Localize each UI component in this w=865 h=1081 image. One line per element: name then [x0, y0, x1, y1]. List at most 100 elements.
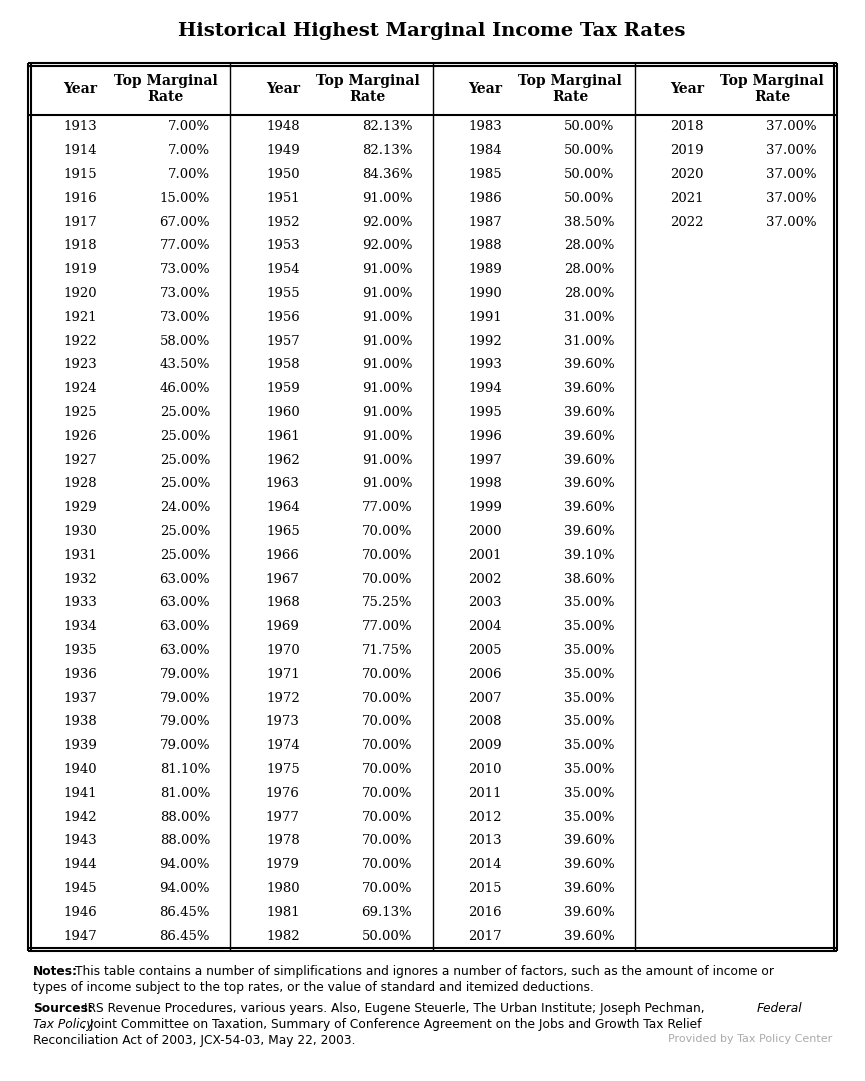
Text: 1953: 1953 [266, 239, 299, 252]
Text: 79.00%: 79.00% [159, 716, 210, 729]
Text: 1942: 1942 [64, 811, 98, 824]
Text: 1948: 1948 [266, 120, 299, 133]
Text: 1961: 1961 [266, 430, 299, 443]
Text: 1966: 1966 [266, 549, 300, 562]
Text: 1995: 1995 [468, 406, 502, 419]
Text: 2018: 2018 [670, 120, 704, 133]
Text: 88.00%: 88.00% [160, 811, 210, 824]
Text: 46.00%: 46.00% [159, 383, 210, 396]
Text: 1967: 1967 [266, 573, 300, 586]
Text: 2015: 2015 [468, 882, 502, 895]
Text: Year: Year [64, 82, 98, 96]
Text: Year: Year [468, 82, 502, 96]
Text: 2011: 2011 [468, 787, 502, 800]
Text: 35.00%: 35.00% [564, 597, 614, 610]
Text: 70.00%: 70.00% [362, 716, 413, 729]
Text: 82.13%: 82.13% [362, 144, 413, 157]
Text: 39.60%: 39.60% [564, 502, 614, 515]
Text: 1944: 1944 [64, 858, 98, 871]
Text: 15.00%: 15.00% [160, 191, 210, 204]
Text: 2019: 2019 [670, 144, 704, 157]
Text: 2004: 2004 [468, 620, 502, 633]
Text: 86.45%: 86.45% [159, 930, 210, 943]
Text: 2006: 2006 [468, 668, 502, 681]
Text: 2016: 2016 [468, 906, 502, 919]
Text: 1997: 1997 [468, 454, 502, 467]
Text: 70.00%: 70.00% [362, 525, 413, 538]
Text: 1940: 1940 [64, 763, 98, 776]
Text: 1929: 1929 [64, 502, 98, 515]
Text: 1969: 1969 [266, 620, 300, 633]
Text: 35.00%: 35.00% [564, 668, 614, 681]
Text: 1996: 1996 [468, 430, 502, 443]
Text: 1977: 1977 [266, 811, 300, 824]
Text: 1935: 1935 [64, 644, 98, 657]
Text: 2002: 2002 [468, 573, 502, 586]
Text: 1971: 1971 [266, 668, 299, 681]
Text: 1982: 1982 [266, 930, 299, 943]
Text: 70.00%: 70.00% [362, 835, 413, 848]
Text: 1941: 1941 [64, 787, 98, 800]
Text: 1947: 1947 [64, 930, 98, 943]
Text: 70.00%: 70.00% [362, 739, 413, 752]
Text: 43.50%: 43.50% [159, 359, 210, 372]
Text: 1963: 1963 [266, 478, 300, 491]
Text: 39.60%: 39.60% [564, 525, 614, 538]
Text: 71.75%: 71.75% [362, 644, 413, 657]
Text: 28.00%: 28.00% [564, 239, 614, 252]
Text: 24.00%: 24.00% [160, 502, 210, 515]
Text: 86.45%: 86.45% [159, 906, 210, 919]
Text: 39.60%: 39.60% [564, 454, 614, 467]
Text: 2000: 2000 [468, 525, 502, 538]
Text: 1955: 1955 [266, 286, 299, 301]
Text: 73.00%: 73.00% [159, 263, 210, 277]
Text: 35.00%: 35.00% [564, 692, 614, 705]
Text: 1965: 1965 [266, 525, 299, 538]
Text: 1983: 1983 [468, 120, 502, 133]
Text: 1958: 1958 [266, 359, 299, 372]
Text: 70.00%: 70.00% [362, 668, 413, 681]
Text: 37.00%: 37.00% [766, 168, 817, 181]
Text: 2001: 2001 [468, 549, 502, 562]
Text: 39.60%: 39.60% [564, 858, 614, 871]
Text: 75.25%: 75.25% [362, 597, 413, 610]
Text: 1920: 1920 [64, 286, 98, 301]
Text: 37.00%: 37.00% [766, 191, 817, 204]
Text: Sources:: Sources: [33, 1002, 93, 1015]
Text: 92.00%: 92.00% [362, 239, 413, 252]
Text: 79.00%: 79.00% [159, 668, 210, 681]
Text: 70.00%: 70.00% [362, 763, 413, 776]
Text: 1973: 1973 [266, 716, 300, 729]
Text: 1949: 1949 [266, 144, 299, 157]
Text: 63.00%: 63.00% [159, 644, 210, 657]
Text: 1987: 1987 [468, 215, 502, 228]
Text: 1970: 1970 [266, 644, 299, 657]
Text: 1916: 1916 [64, 191, 98, 204]
Text: 50.00%: 50.00% [564, 191, 614, 204]
Text: 1928: 1928 [64, 478, 98, 491]
Text: Year: Year [670, 82, 704, 96]
Text: 1957: 1957 [266, 335, 299, 348]
Text: 91.00%: 91.00% [362, 383, 413, 396]
Text: 35.00%: 35.00% [564, 763, 614, 776]
Text: 63.00%: 63.00% [159, 620, 210, 633]
Text: 94.00%: 94.00% [159, 882, 210, 895]
Text: 1914: 1914 [64, 144, 98, 157]
Text: 1993: 1993 [468, 359, 502, 372]
Text: 77.00%: 77.00% [362, 620, 413, 633]
Text: 39.60%: 39.60% [564, 359, 614, 372]
Text: 7.00%: 7.00% [168, 144, 210, 157]
Text: 79.00%: 79.00% [159, 692, 210, 705]
Text: 79.00%: 79.00% [159, 739, 210, 752]
Text: 1933: 1933 [64, 597, 98, 610]
Text: 1950: 1950 [266, 168, 299, 181]
Text: 94.00%: 94.00% [159, 858, 210, 871]
Text: 25.00%: 25.00% [160, 549, 210, 562]
Text: 35.00%: 35.00% [564, 644, 614, 657]
Text: 91.00%: 91.00% [362, 263, 413, 277]
Text: 1923: 1923 [64, 359, 98, 372]
Text: 1917: 1917 [64, 215, 98, 228]
Text: 1931: 1931 [64, 549, 98, 562]
Text: Federal: Federal [757, 1002, 803, 1015]
Text: Top Marginal
Rate: Top Marginal Rate [721, 74, 824, 104]
